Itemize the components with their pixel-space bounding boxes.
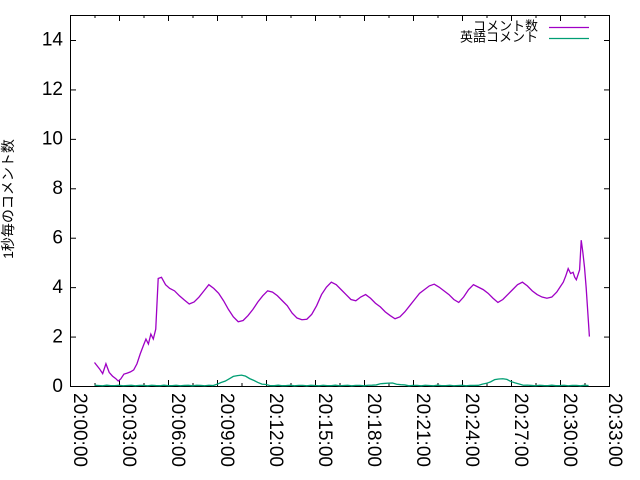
- svg-text:12: 12: [42, 79, 63, 100]
- svg-text:20:21:00: 20:21:00: [412, 393, 433, 467]
- svg-text:4: 4: [52, 277, 63, 298]
- svg-text:20:09:00: 20:09:00: [216, 393, 237, 467]
- svg-text:英語コメント: 英語コメント: [460, 30, 538, 45]
- svg-text:1秒毎のコメント数: 1秒毎のコメント数: [0, 139, 16, 259]
- svg-text:8: 8: [52, 178, 63, 199]
- svg-text:20:00:00: 20:00:00: [69, 393, 90, 467]
- svg-text:10: 10: [42, 129, 63, 150]
- svg-text:0: 0: [52, 376, 63, 397]
- svg-text:2: 2: [52, 327, 63, 348]
- svg-text:14: 14: [42, 30, 64, 51]
- svg-text:20:12:00: 20:12:00: [265, 393, 286, 467]
- svg-text:20:24:00: 20:24:00: [461, 393, 482, 467]
- svg-text:20:06:00: 20:06:00: [167, 393, 188, 467]
- svg-text:20:33:00: 20:33:00: [604, 393, 625, 467]
- svg-text:6: 6: [52, 228, 63, 249]
- svg-text:20:27:00: 20:27:00: [510, 393, 531, 467]
- svg-text:20:15:00: 20:15:00: [314, 393, 335, 467]
- svg-text:20:30:00: 20:30:00: [559, 393, 580, 467]
- svg-text:20:18:00: 20:18:00: [363, 393, 384, 467]
- svg-text:20:03:00: 20:03:00: [118, 393, 139, 467]
